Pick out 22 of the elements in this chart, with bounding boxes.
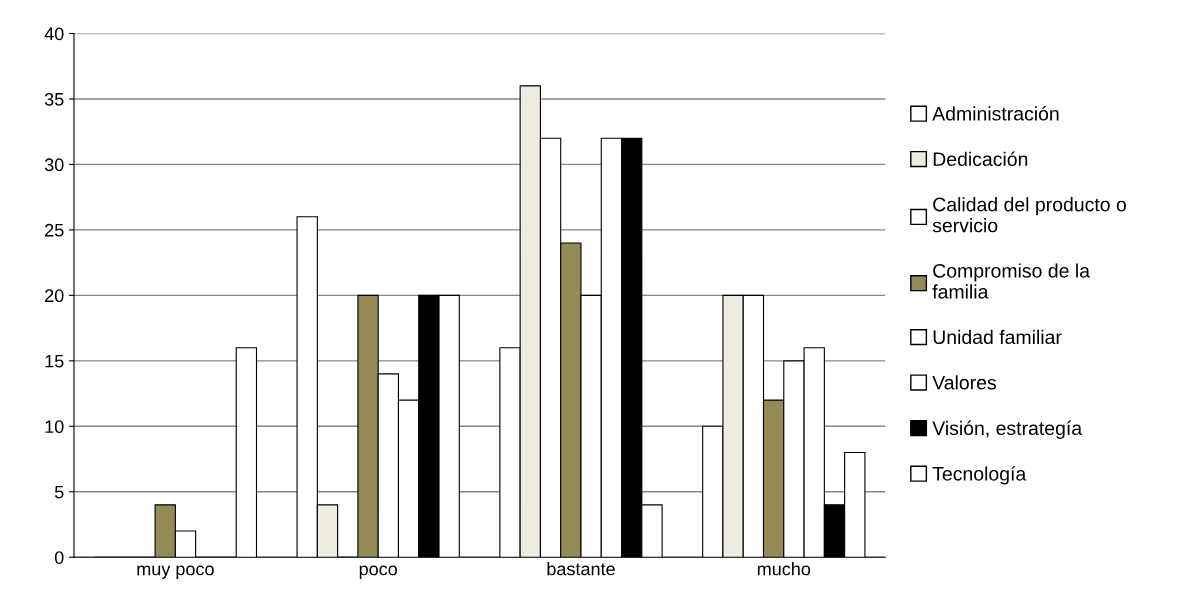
y-tick-label: 40 bbox=[44, 27, 64, 41]
y-tick-label: 30 bbox=[44, 158, 64, 172]
legend-label: Unidad familiar bbox=[933, 329, 1062, 345]
y-tick-label: 15 bbox=[45, 354, 64, 368]
legend-label: Tecnología bbox=[932, 466, 1027, 485]
legend-label: Dedicación bbox=[933, 151, 1028, 167]
legend-label: Compromiso de la familia bbox=[932, 263, 1090, 299]
y-tick-label: 5 bbox=[54, 485, 64, 499]
x-tick-label: muy poco bbox=[137, 565, 214, 579]
legend-label: Administración bbox=[932, 106, 1059, 121]
y-tick-label: 25 bbox=[45, 223, 64, 237]
y-tick-label: 35 bbox=[44, 92, 64, 106]
legend-label: Visión, estrategía bbox=[932, 420, 1083, 439]
y-tick-label: 10 bbox=[45, 420, 64, 434]
bar bbox=[235, 347, 258, 558]
x-tick-label: poco bbox=[359, 565, 397, 579]
legend-label: Calidad del producto o servicio bbox=[932, 197, 1126, 233]
legend-label: Valores bbox=[932, 375, 996, 390]
y-tick-label: 20 bbox=[45, 289, 64, 303]
x-tick-label: mucho bbox=[757, 562, 811, 576]
x-tick-label: bastante bbox=[547, 562, 615, 576]
y-tick-label: 0 bbox=[54, 551, 64, 564]
